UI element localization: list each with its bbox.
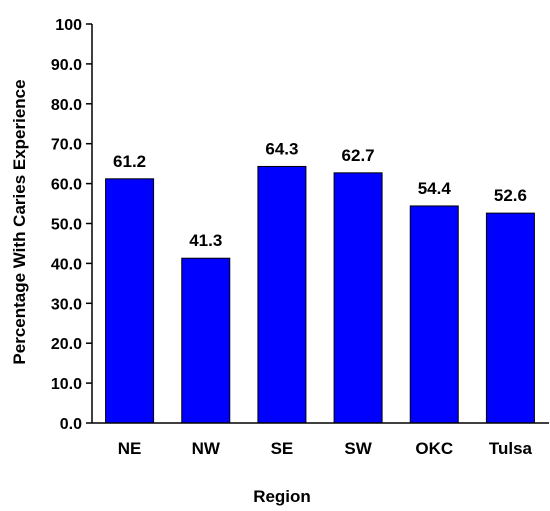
x-axis-title: Region [253, 487, 311, 506]
bar-se [257, 165, 307, 424]
y-tick-label: 30.0 [51, 296, 82, 313]
y-tick-label: 0.0 [60, 416, 82, 433]
y-tick-label: 40.0 [51, 256, 82, 273]
bar-tulsa [485, 212, 535, 424]
data-label-ne: 61.2 [113, 152, 146, 171]
data-label-sw: 62.7 [342, 146, 375, 165]
y-tick-label: 90.0 [51, 57, 82, 74]
data-label-se: 64.3 [265, 139, 298, 158]
y-tick-label: 20.0 [51, 336, 82, 353]
bar-nw [181, 257, 231, 424]
data-label-tulsa: 52.6 [494, 186, 527, 205]
x-tick-label-okc: OKC [415, 439, 453, 458]
y-tick-label: 60.0 [51, 177, 82, 194]
bars-group [105, 165, 535, 424]
y-tick-label: 80.0 [51, 97, 82, 114]
x-tick-label-nw: NW [192, 439, 221, 458]
x-tick-label-se: SE [271, 439, 294, 458]
data-label-okc: 54.4 [418, 179, 452, 198]
data-labels-group: 61.2 41.3 64.3 62.7 54.4 52.6 [113, 139, 527, 250]
y-axis-ticks: 0.0 10.0 20.0 30.0 40.0 50.0 60.0 70.0 80.0 90.0 1… [51, 17, 92, 433]
x-axis-labels: NE NW SE SW OKC Tulsa [118, 439, 533, 458]
y-tick-label: 10.0 [51, 376, 82, 393]
bar-okc [409, 205, 459, 424]
bar-ne [105, 178, 155, 424]
y-tick-label: 100 [55, 17, 82, 34]
y-axis-title: Percentage With Caries Experience [10, 79, 29, 364]
x-tick-label-sw: SW [344, 439, 372, 458]
bar-sw [333, 172, 383, 424]
y-tick-label: 70.0 [51, 137, 82, 154]
x-tick-label-tulsa: Tulsa [489, 439, 533, 458]
x-tick-label-ne: NE [118, 439, 142, 458]
y-tick-label: 50.0 [51, 217, 82, 234]
data-label-nw: 41.3 [189, 231, 222, 250]
